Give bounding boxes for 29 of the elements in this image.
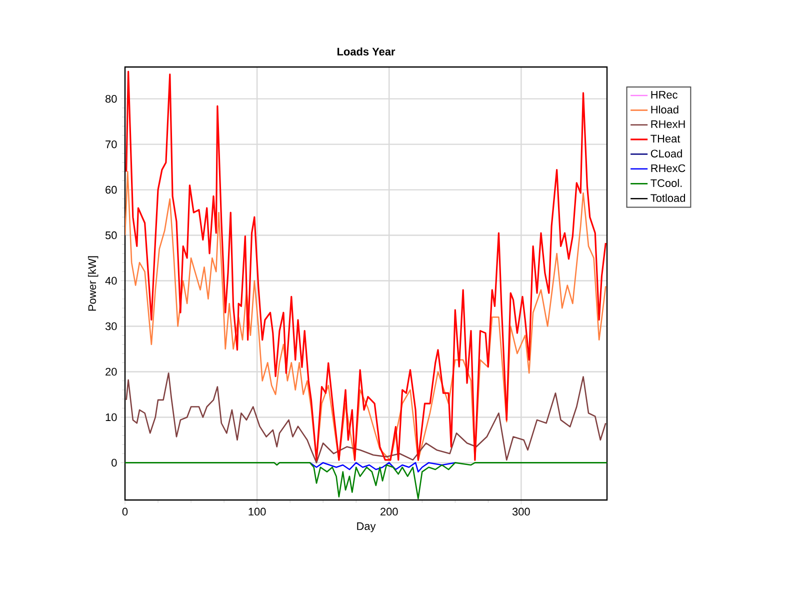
line-series — [309, 462, 456, 472]
x-tick-label: 200 — [380, 508, 398, 516]
y-tick-label: 0 — [112, 458, 117, 467]
legend-label: CLoad — [650, 149, 682, 158]
legend-label: Totload — [650, 194, 686, 202]
legend-label: THeat — [650, 134, 680, 143]
x-tick-label: 100 — [248, 508, 266, 516]
legend-label: RHexC — [651, 164, 686, 172]
legend-label: Hload — [651, 105, 678, 114]
y-tick-label: 60 — [106, 186, 117, 194]
y-tick-label: 80 — [106, 94, 117, 103]
line-series — [126, 70, 606, 461]
y-tick-label: 30 — [105, 322, 117, 330]
y-tick-label: 10 — [106, 413, 117, 422]
x-tick-label: 300 — [512, 508, 530, 516]
chart-title: Loads Year — [338, 47, 396, 56]
line-series — [126, 372, 606, 464]
y-tick-label: 70 — [106, 140, 117, 148]
legend-label: RHexH — [651, 120, 685, 128]
y-tick-label: 50 — [105, 231, 117, 240]
y-tick-label: 20 — [106, 368, 117, 376]
x-tick-label: 0 — [122, 508, 128, 516]
line-series — [125, 170, 606, 462]
line-series — [125, 462, 608, 500]
y-axis-title: Power [kW] — [88, 256, 98, 311]
legend-label: HRec — [651, 90, 678, 99]
x-axis-title: Day — [357, 522, 376, 532]
y-tick-label: 40 — [105, 276, 117, 285]
legend-label: TCool. — [650, 178, 682, 187]
